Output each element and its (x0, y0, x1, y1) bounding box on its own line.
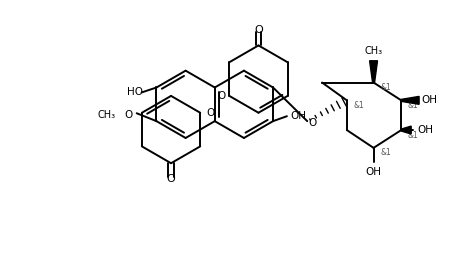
Text: O: O (254, 25, 263, 35)
Text: &1: &1 (408, 131, 418, 140)
Text: CH₃: CH₃ (365, 46, 383, 56)
Polygon shape (369, 61, 377, 83)
Text: HO: HO (127, 88, 143, 98)
Text: OH: OH (421, 95, 437, 105)
Polygon shape (401, 96, 419, 104)
Text: &1: &1 (380, 83, 391, 92)
Text: OH: OH (417, 125, 433, 135)
Text: O: O (308, 118, 316, 128)
Text: OH: OH (366, 167, 382, 177)
Text: CH₃: CH₃ (98, 110, 116, 120)
Text: &1: &1 (408, 101, 418, 110)
Text: &1: &1 (353, 101, 364, 110)
Text: O: O (206, 108, 214, 118)
Text: &1: &1 (380, 148, 391, 157)
Text: O: O (125, 110, 133, 120)
Text: O: O (217, 91, 226, 101)
Polygon shape (401, 126, 411, 134)
Text: OH: OH (291, 111, 307, 121)
Text: O: O (167, 174, 175, 184)
